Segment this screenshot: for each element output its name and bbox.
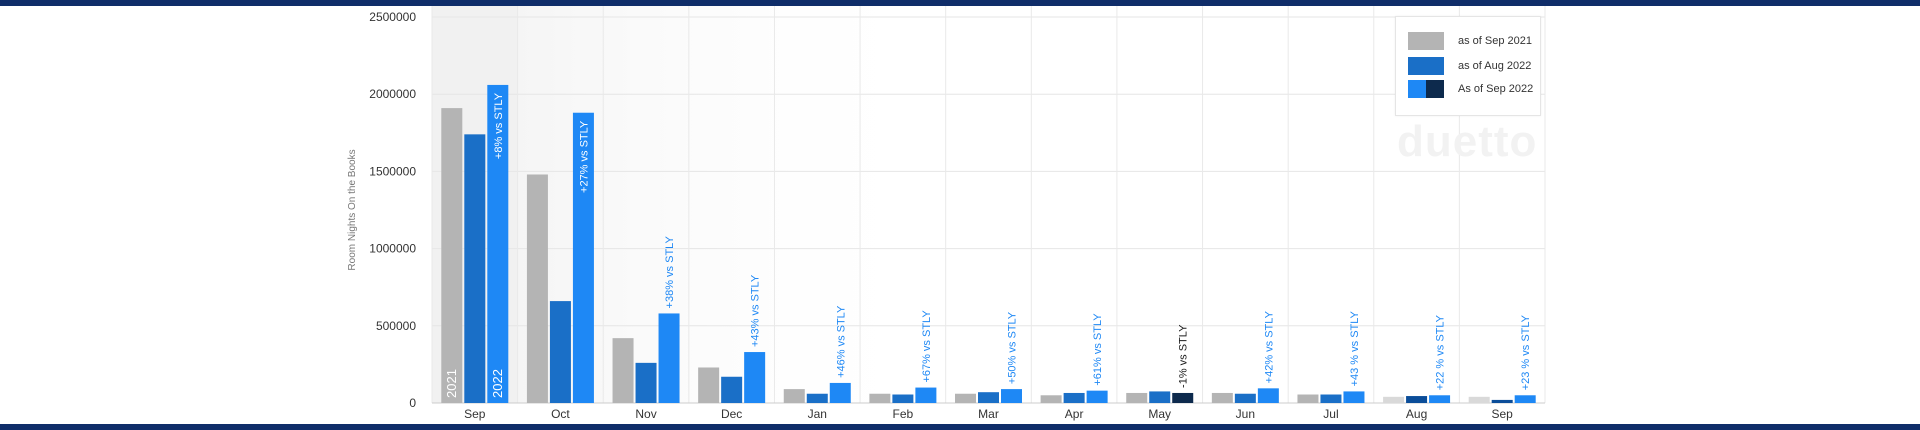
legend-item-sep-2022[interactable]: As of Sep 2022 bbox=[1408, 80, 1533, 98]
bar-sep-2022 bbox=[1001, 389, 1022, 403]
bottom-border bbox=[0, 424, 1920, 430]
bar-sep-2021 bbox=[869, 393, 891, 403]
x-tick-label: Mar bbox=[978, 407, 999, 421]
bar-annotation: -1% vs STLY bbox=[1178, 324, 1190, 388]
bar-annotation: +27% vs STLY bbox=[578, 120, 590, 193]
bar-sep-2021 bbox=[1383, 396, 1405, 403]
bar-sep-2022 bbox=[1257, 388, 1279, 403]
bar-sep-2022 bbox=[487, 84, 509, 403]
bar-sep-2021 bbox=[526, 174, 548, 403]
bar-sep-2022 bbox=[1514, 395, 1536, 403]
bar-aug-2022 bbox=[1406, 396, 1428, 403]
bar-sep-2022 bbox=[829, 382, 851, 403]
bar-annotation: +67% vs STLY bbox=[921, 310, 933, 383]
x-tick-label: Apr bbox=[1065, 407, 1084, 421]
bar-sep-2021 bbox=[1211, 392, 1233, 403]
bar-sep-2022 bbox=[658, 313, 680, 403]
x-tick-label: Sep bbox=[1492, 407, 1514, 421]
legend-item-sep-2021[interactable]: as of Sep 2021 bbox=[1408, 32, 1532, 50]
bar-annotation: +38% vs STLY bbox=[664, 236, 676, 309]
bar-sep-2021 bbox=[698, 367, 720, 403]
bar-sep-2021 bbox=[1040, 395, 1062, 403]
bar-annotation: +22 % vs STLY bbox=[1435, 314, 1447, 390]
bar-sep-2022 bbox=[915, 387, 937, 403]
bar-aug-2022 bbox=[892, 394, 914, 403]
year-label: 2022 bbox=[490, 369, 505, 398]
legend-label: as of Sep 2021 bbox=[1458, 35, 1533, 47]
bar-sep-2022 bbox=[1429, 395, 1451, 403]
x-tick-label: Feb bbox=[893, 407, 914, 421]
bar-annotation: +61% vs STLY bbox=[1092, 313, 1104, 386]
bar-aug-2022 bbox=[1063, 392, 1085, 403]
swatch-color bbox=[1408, 57, 1444, 75]
bar-sep-2021 bbox=[1297, 394, 1319, 403]
bar-annotation: +8% vs STLY bbox=[493, 92, 505, 159]
swatch-color bbox=[1408, 80, 1426, 98]
legend-swatch-aug-2022 bbox=[1408, 57, 1444, 75]
x-tick-label: Jul bbox=[1323, 407, 1338, 421]
bar-aug-2022 bbox=[464, 134, 486, 403]
swatch-color bbox=[1426, 80, 1444, 98]
bar-sep-2021 bbox=[783, 389, 805, 403]
duetto-watermark: duetto bbox=[1397, 117, 1538, 166]
bar-annotation: +43% vs STLY bbox=[750, 274, 762, 347]
bar-annotation: +42% vs STLY bbox=[1263, 310, 1275, 383]
bar-annotation: +50% vs STLY bbox=[1007, 311, 1019, 384]
legend-swatch-sep-2022 bbox=[1408, 80, 1444, 98]
bar-aug-2022 bbox=[549, 301, 571, 403]
bar-annotation: +23 % vs STLY bbox=[1520, 314, 1532, 390]
swatch-color bbox=[1408, 32, 1444, 50]
bar-sep-2021 bbox=[1126, 392, 1148, 403]
chart-legend: as of Sep 2021 as of Aug 2022 As of Sep … bbox=[1395, 16, 1541, 116]
bar-aug-2022 bbox=[1491, 399, 1513, 403]
x-tick-label: Aug bbox=[1406, 407, 1427, 421]
bar-sep-2022 bbox=[572, 112, 594, 403]
x-tick-label: Jun bbox=[1236, 407, 1255, 421]
y-tick-label: 1000000 bbox=[369, 242, 416, 256]
legend-label: As of Sep 2022 bbox=[1458, 83, 1534, 95]
bar-annotation: +43 % vs STLY bbox=[1349, 310, 1361, 386]
y-axis-title: Room Nights On the Books bbox=[347, 149, 358, 270]
legend-label: as of Aug 2022 bbox=[1458, 60, 1532, 72]
x-tick-label: May bbox=[1148, 407, 1171, 421]
bar-aug-2022 bbox=[635, 362, 657, 403]
bar-sep-2022 bbox=[1343, 391, 1365, 403]
bar-sep-2022 bbox=[1086, 390, 1108, 403]
y-tick-label: 0 bbox=[409, 396, 416, 410]
legend-swatch-sep-2021 bbox=[1408, 32, 1444, 50]
bar-aug-2022 bbox=[1149, 391, 1171, 403]
bar-sep-2021 bbox=[1468, 396, 1490, 403]
bar-sep-2021 bbox=[612, 338, 634, 403]
y-tick-label: 500000 bbox=[376, 319, 416, 333]
bar-aug-2022 bbox=[1234, 393, 1256, 403]
legend-item-aug-2022[interactable]: as of Aug 2022 bbox=[1408, 57, 1531, 75]
y-tick-label: 1500000 bbox=[369, 164, 416, 178]
bar-sep-2021 bbox=[441, 108, 463, 403]
bar-sep-2022 bbox=[744, 352, 766, 403]
x-tick-label: Nov bbox=[635, 407, 656, 421]
bar-aug-2022 bbox=[1320, 394, 1342, 403]
bar-sep-2021 bbox=[955, 393, 976, 403]
x-tick-label: Dec bbox=[721, 407, 742, 421]
bar-aug-2022 bbox=[721, 376, 743, 403]
x-tick-label: Jan bbox=[808, 407, 827, 421]
y-tick-label: 2000000 bbox=[369, 87, 416, 101]
top-border bbox=[0, 0, 1920, 6]
y-tick-label: 2500000 bbox=[369, 10, 416, 24]
x-tick-label: Oct bbox=[551, 407, 570, 421]
bar-annotation: +46% vs STLY bbox=[835, 305, 847, 378]
bar-sep-2022 bbox=[1172, 392, 1194, 403]
x-tick-label: Sep bbox=[464, 407, 486, 421]
bar-aug-2022 bbox=[978, 392, 999, 403]
bar-aug-2022 bbox=[806, 393, 828, 403]
year-label: 2021 bbox=[444, 369, 459, 398]
